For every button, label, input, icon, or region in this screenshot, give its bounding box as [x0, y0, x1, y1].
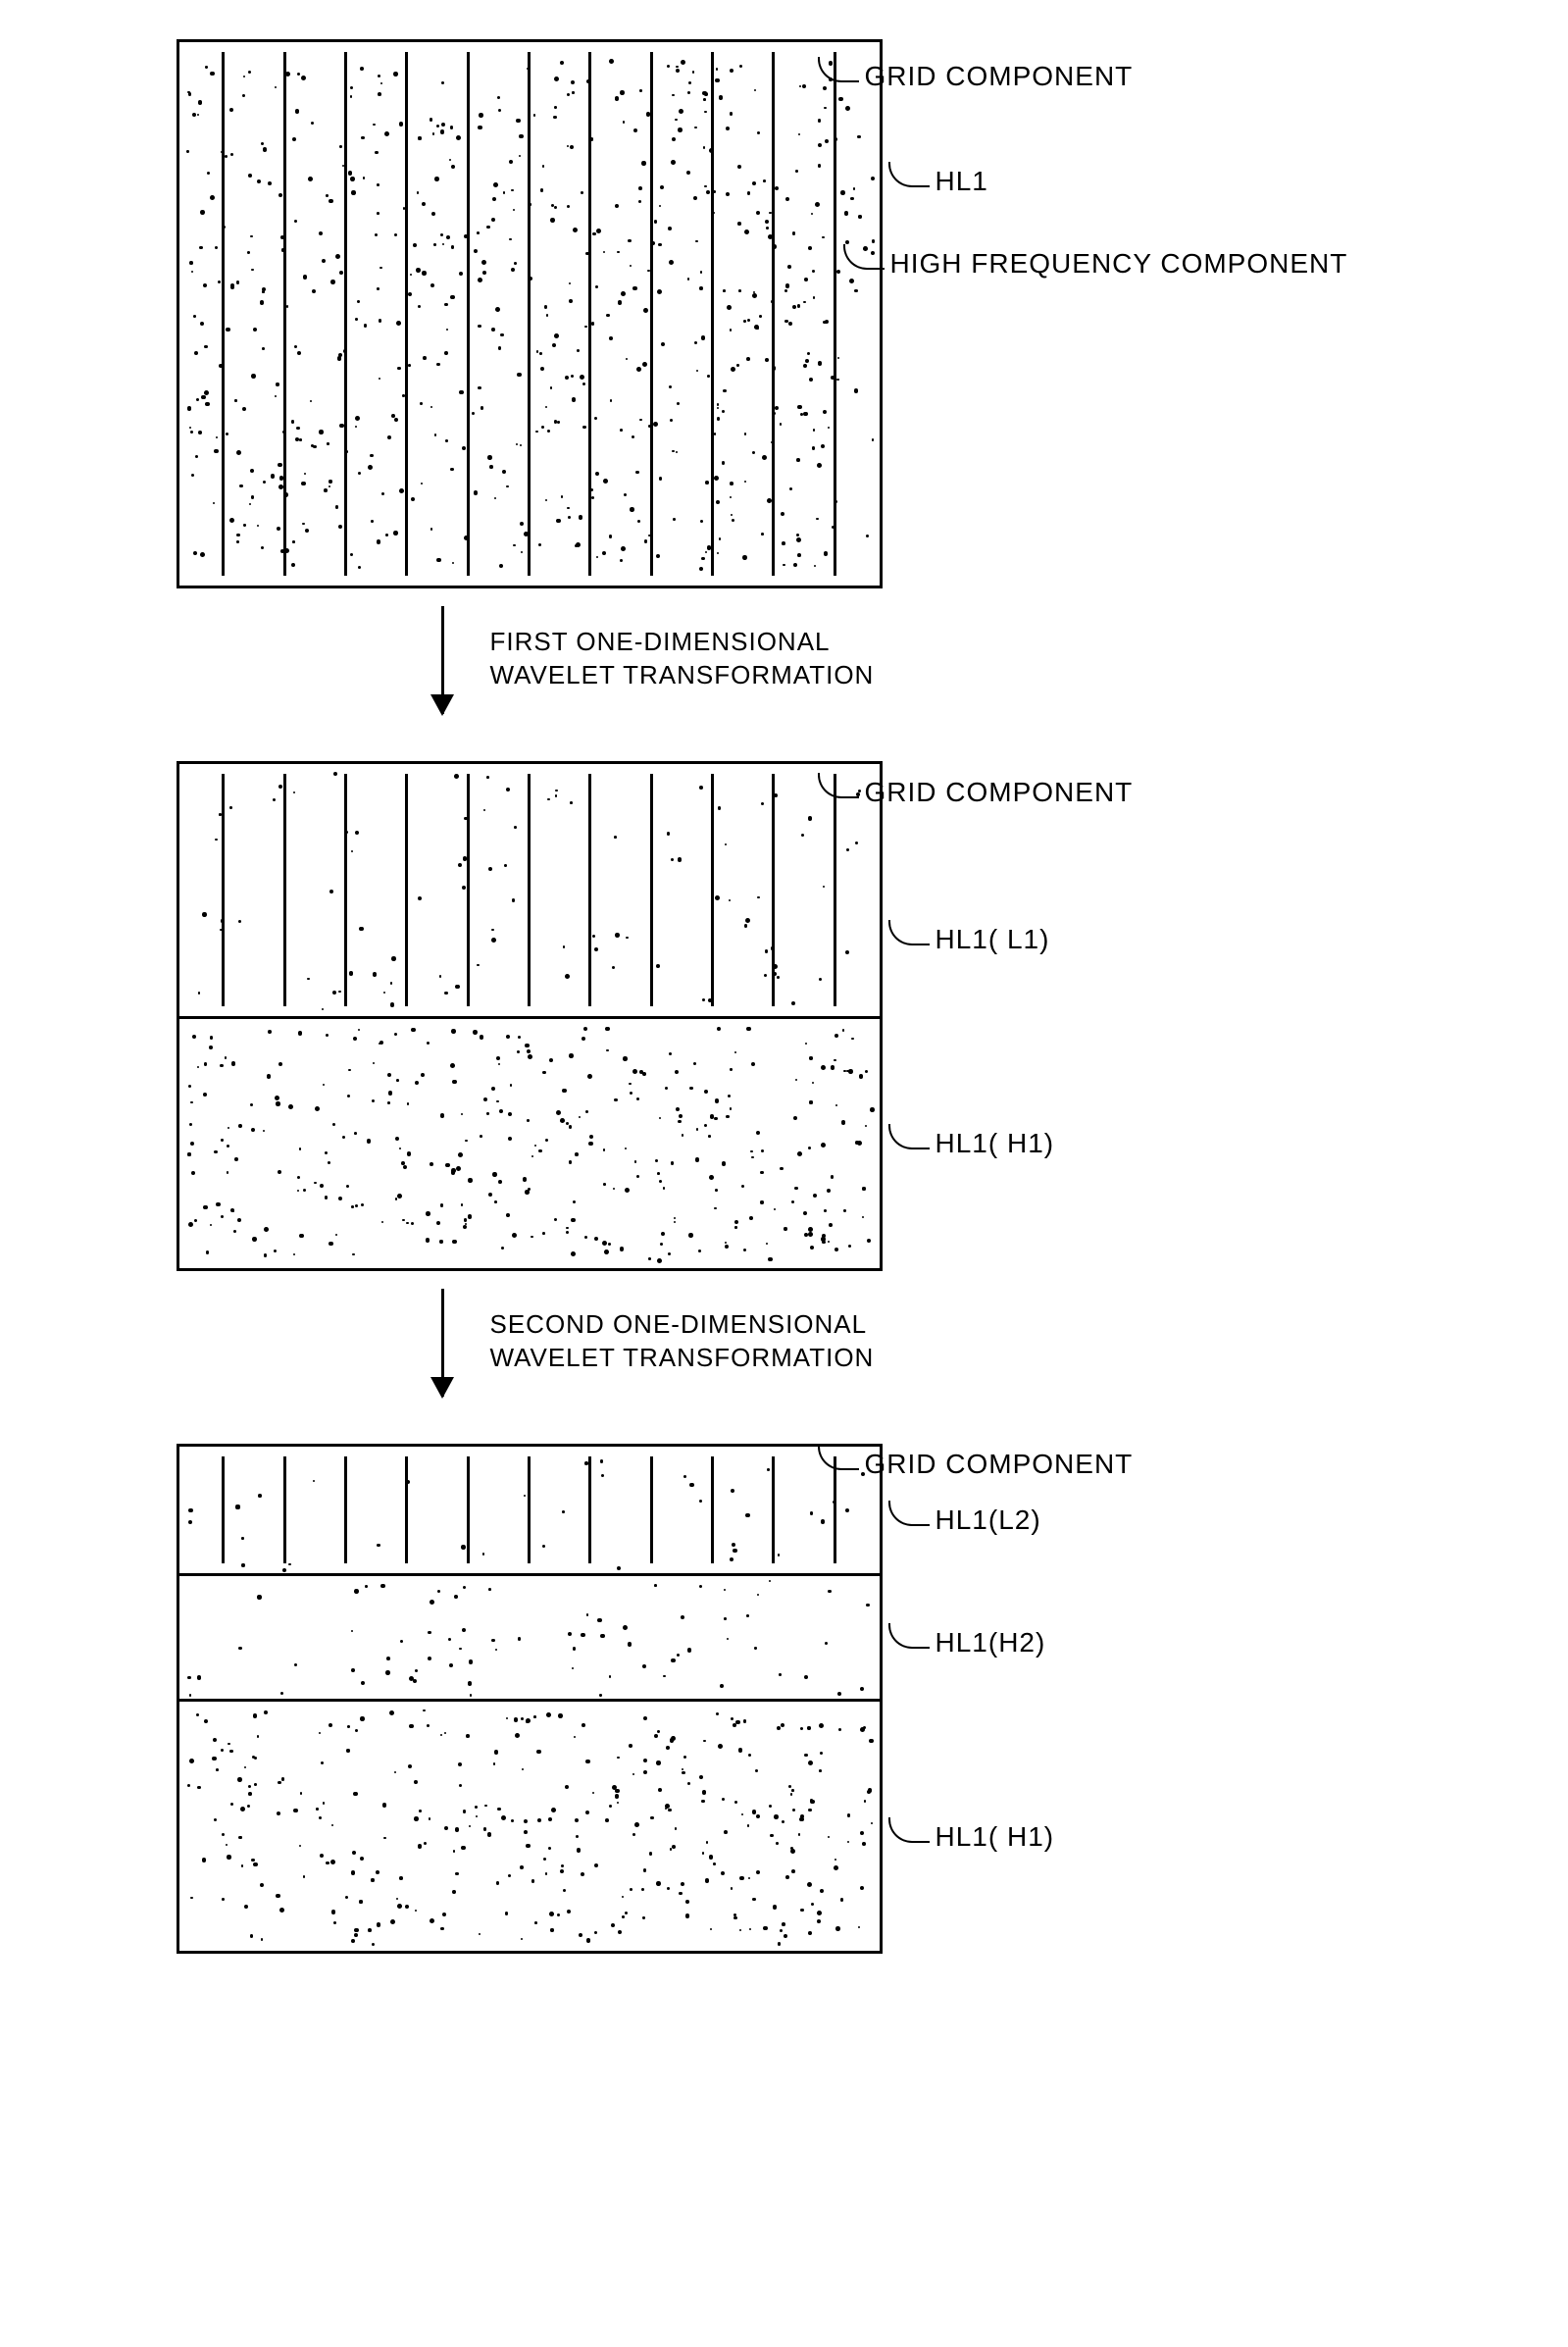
subband-hl1-h1 — [179, 1016, 880, 1268]
panel-2-labels: GRID COMPONENT HL1( L1) HL1( H1) — [883, 761, 1392, 1271]
panel-1 — [177, 39, 883, 588]
arrow-down-icon — [441, 1289, 444, 1397]
leader-curve — [818, 773, 859, 798]
arrow-1-text: FIRST ONE-DIMENSIONAL WAVELET TRANSFORMA… — [490, 626, 875, 692]
leader-curve — [888, 1124, 930, 1149]
wavelet-diagram: GRID COMPONENT HL1 HIGH FREQUENCY COMPON… — [98, 39, 1471, 1954]
label-grid-component: GRID COMPONENT — [818, 1449, 1134, 1480]
arrow-down-icon — [441, 606, 444, 714]
subband-hl1-l1 — [179, 764, 880, 1016]
label-hl1-l2: HL1(L2) — [888, 1505, 1041, 1536]
label-hl1-l1: HL1( L1) — [888, 924, 1050, 955]
label-text: GRID COMPONENT — [865, 61, 1134, 92]
panel-2 — [177, 761, 883, 1271]
label-text: GRID COMPONENT — [865, 1449, 1134, 1480]
label-hl1-h1: HL1( H1) — [888, 1128, 1055, 1159]
noise-layer — [179, 1019, 880, 1268]
label-text: HIGH FREQUENCY COMPONENT — [890, 248, 1348, 280]
leader-curve — [843, 244, 885, 270]
leader-curve — [888, 1623, 930, 1649]
panel-2-wrap: GRID COMPONENT HL1( L1) HL1( H1) — [177, 761, 883, 1271]
panel-1-labels: GRID COMPONENT HL1 HIGH FREQUENCY COMPON… — [883, 39, 1392, 588]
noise-layer — [179, 1702, 880, 1951]
grid-lines — [179, 1447, 880, 1573]
subband-hl1-h1 — [179, 1699, 880, 1951]
label-text: HL1(L2) — [936, 1505, 1041, 1536]
panel-1-wrap: GRID COMPONENT HL1 HIGH FREQUENCY COMPON… — [177, 39, 883, 588]
label-text: GRID COMPONENT — [865, 777, 1134, 808]
leader-curve — [888, 920, 930, 945]
label-hl1-h1: HL1( H1) — [888, 1821, 1055, 1853]
label-hl1: HL1 — [888, 166, 988, 197]
label-text: HL1( L1) — [936, 924, 1050, 955]
subband-hl1 — [179, 42, 880, 586]
label-text: HL1( H1) — [936, 1128, 1055, 1159]
arrow-line: WAVELET TRANSFORMATION — [490, 660, 875, 689]
subband-hl1-l2 — [179, 1447, 880, 1573]
arrow-2-text: SECOND ONE-DIMENSIONAL WAVELET TRANSFORM… — [490, 1308, 875, 1375]
panel-3-labels: GRID COMPONENT HL1(L2) HL1(H2) HL1( H1) — [883, 1444, 1392, 1954]
leader-curve — [818, 57, 859, 82]
arrow-line: WAVELET TRANSFORMATION — [490, 1343, 875, 1372]
leader-curve — [818, 1445, 859, 1470]
subband-hl1-h2 — [179, 1573, 880, 1700]
label-high-freq: HIGH FREQUENCY COMPONENT — [843, 248, 1348, 280]
leader-curve — [888, 1817, 930, 1843]
leader-curve — [888, 162, 930, 187]
label-text: HL1(H2) — [936, 1627, 1046, 1658]
arrow-2-block: SECOND ONE-DIMENSIONAL WAVELET TRANSFORM… — [98, 1289, 1471, 1426]
label-text: HL1( H1) — [936, 1821, 1055, 1853]
leader-curve — [888, 1501, 930, 1526]
panel-3-wrap: GRID COMPONENT HL1(L2) HL1(H2) HL1( H1) — [177, 1444, 883, 1954]
label-hl1-h2: HL1(H2) — [888, 1627, 1046, 1658]
label-grid-component: GRID COMPONENT — [818, 61, 1134, 92]
arrow-1-block: FIRST ONE-DIMENSIONAL WAVELET TRANSFORMA… — [98, 606, 1471, 743]
panel-3 — [177, 1444, 883, 1954]
grid-lines — [179, 42, 880, 586]
noise-layer — [179, 1576, 880, 1700]
label-text: HL1 — [936, 166, 988, 197]
grid-lines — [179, 764, 880, 1016]
label-grid-component: GRID COMPONENT — [818, 777, 1134, 808]
arrow-line: FIRST ONE-DIMENSIONAL — [490, 627, 831, 656]
arrow-line: SECOND ONE-DIMENSIONAL — [490, 1309, 868, 1339]
